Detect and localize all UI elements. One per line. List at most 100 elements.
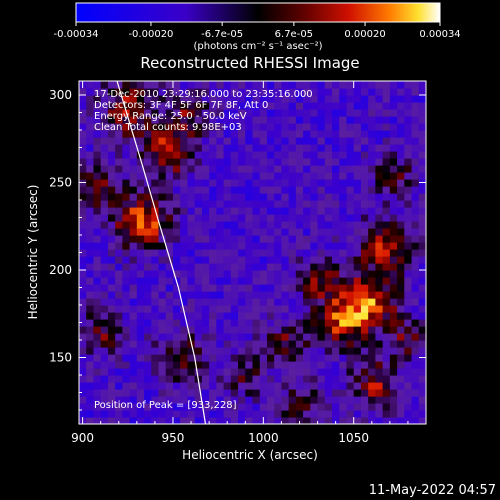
heatmap-cell — [317, 389, 326, 397]
heatmap-cell — [172, 368, 181, 376]
heatmap-cell — [382, 172, 391, 180]
heatmap-cell — [375, 221, 384, 229]
heatmap-cell — [158, 179, 167, 187]
heatmap-cell — [324, 361, 333, 369]
heatmap-cell — [79, 242, 87, 250]
heatmap-cell — [317, 417, 326, 424]
heatmap-cell — [86, 382, 95, 390]
heatmap-cell — [216, 284, 225, 292]
heatmap-cell — [303, 151, 311, 159]
heatmap-cell — [382, 298, 391, 306]
heatmap-cell — [346, 95, 355, 103]
heatmap-cell — [129, 340, 138, 348]
heatmap-cell — [151, 291, 160, 299]
heatmap-cell — [368, 375, 376, 383]
heatmap-cell — [144, 256, 152, 264]
heatmap-cell — [180, 186, 189, 194]
heatmap-cell — [274, 95, 283, 103]
heatmap-cell — [339, 116, 348, 124]
heatmap-cell — [238, 102, 246, 110]
heatmap-cell — [245, 172, 254, 180]
heatmap-cell — [288, 242, 297, 250]
heatmap-cell — [317, 172, 326, 180]
heatmap-cell — [295, 88, 304, 96]
heatmap-cell — [274, 249, 283, 257]
heatmap-cell — [317, 88, 326, 96]
heatmap-cell — [288, 116, 297, 124]
heatmap-cell — [317, 221, 326, 229]
heatmap-cell — [288, 291, 297, 299]
heatmap-cell — [274, 410, 283, 418]
heatmap-cell — [230, 158, 239, 166]
heatmap-cell — [274, 417, 283, 424]
heatmap-cell — [310, 403, 319, 411]
heatmap-cell — [187, 165, 196, 173]
heatmap-cell — [404, 263, 413, 271]
heatmap-cell — [238, 354, 246, 362]
heatmap-cell — [223, 340, 232, 348]
heatmap-cell — [238, 298, 246, 306]
heatmap-cell — [259, 144, 268, 152]
heatmap-cell — [332, 165, 340, 173]
heatmap-cell — [303, 270, 311, 278]
heatmap-image — [79, 81, 426, 424]
heatmap-cell — [201, 102, 210, 110]
heatmap-cell — [151, 179, 160, 187]
heatmap-cell — [266, 242, 275, 250]
heatmap-cell — [295, 81, 304, 89]
heatmap-cell — [281, 396, 290, 404]
heatmap-cell — [136, 284, 145, 292]
heatmap-cell — [266, 277, 275, 285]
heatmap-cell — [375, 193, 384, 201]
heatmap-cell — [172, 347, 181, 355]
heatmap-cell — [194, 144, 203, 152]
heatmap-cell — [368, 221, 376, 229]
heatmap-cell — [180, 109, 189, 117]
heatmap-cell — [151, 277, 160, 285]
heatmap-cell — [346, 312, 355, 320]
heatmap-cell — [245, 95, 254, 103]
heatmap-cell — [172, 249, 181, 257]
heatmap-cell — [375, 158, 384, 166]
heatmap-cell — [136, 193, 145, 201]
heatmap-cell — [194, 256, 203, 264]
heatmap-cell — [353, 116, 362, 124]
heatmap-cell — [165, 95, 174, 103]
heatmap-cell — [339, 396, 348, 404]
heatmap-cell — [151, 88, 160, 96]
heatmap-cell — [187, 158, 196, 166]
heatmap-cell — [201, 95, 210, 103]
heatmap-cell — [115, 256, 123, 264]
heatmap-cell — [332, 186, 340, 194]
heatmap-cell — [353, 291, 362, 299]
heatmap-cell — [404, 291, 413, 299]
heatmap-cell — [339, 95, 348, 103]
heatmap-cell — [353, 340, 362, 348]
heatmap-cell — [165, 396, 174, 404]
heatmap-cell — [129, 109, 138, 117]
heatmap-cell — [122, 179, 131, 187]
heatmap-cell — [339, 298, 348, 306]
heatmap-cell — [382, 165, 391, 173]
heatmap-cell — [165, 81, 174, 89]
heatmap-cell — [180, 249, 189, 257]
heatmap-cell — [216, 81, 225, 89]
heatmap-cell — [93, 179, 102, 187]
heatmap-cell — [136, 172, 145, 180]
heatmap-cell — [281, 333, 290, 341]
heatmap-cell — [187, 375, 196, 383]
heatmap-cell — [79, 109, 87, 117]
heatmap-cell — [332, 249, 340, 257]
heatmap-cell — [259, 333, 268, 341]
heatmap-cell — [360, 354, 369, 362]
heatmap-cell — [418, 130, 426, 138]
heatmap-cell — [368, 214, 376, 222]
heatmap-cell — [274, 221, 283, 229]
heatmap-cell — [310, 165, 319, 173]
heatmap-cell — [382, 417, 391, 424]
heatmap-cell — [353, 284, 362, 292]
heatmap-cell — [245, 333, 254, 341]
heatmap-cell — [324, 403, 333, 411]
heatmap-cell — [216, 158, 225, 166]
heatmap-cell — [86, 116, 95, 124]
